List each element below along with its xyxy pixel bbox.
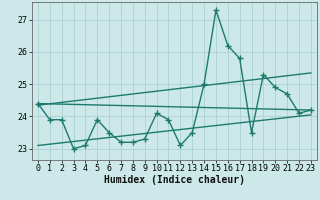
X-axis label: Humidex (Indice chaleur): Humidex (Indice chaleur)	[104, 175, 245, 185]
